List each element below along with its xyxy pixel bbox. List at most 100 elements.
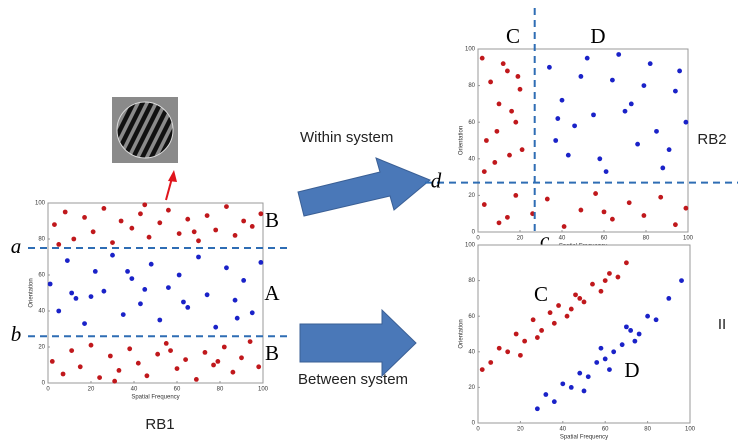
page: {"arrows":["Within system","Between syst… (0, 0, 747, 447)
x-tick-label: 100 (685, 427, 696, 433)
point (679, 278, 684, 283)
point (654, 129, 659, 134)
point (547, 65, 552, 70)
point (505, 215, 510, 220)
x-tick-label: 80 (644, 427, 651, 433)
x-axis-label: Spatial Frequency (560, 435, 608, 441)
point (97, 375, 102, 380)
point (222, 345, 227, 350)
point (599, 289, 604, 294)
point (684, 120, 689, 125)
point (624, 324, 629, 329)
y-tick-label: 40 (468, 156, 475, 162)
point (585, 56, 590, 61)
point (480, 367, 485, 372)
point (102, 289, 107, 294)
point (119, 219, 124, 224)
point (637, 332, 642, 337)
y-tick-label: 0 (472, 230, 476, 236)
x-tick-label: 60 (174, 387, 181, 393)
point (248, 339, 253, 344)
point (211, 363, 216, 368)
x-tick-label: 80 (217, 387, 224, 393)
x-tick-label: 20 (517, 427, 524, 433)
point (110, 253, 115, 258)
point (569, 385, 574, 390)
point (593, 191, 598, 196)
point (565, 314, 570, 319)
point (157, 220, 162, 225)
annotation: C (534, 282, 548, 306)
arrow-label: Within system (300, 129, 393, 146)
between-arrow (300, 310, 416, 376)
point (147, 235, 152, 240)
y-tick-label: 100 (465, 47, 476, 53)
point (660, 166, 665, 171)
annotation: A (264, 281, 280, 305)
point (145, 373, 150, 378)
x-tick-label: 40 (131, 387, 138, 393)
point (632, 339, 637, 344)
annotation: D (624, 358, 639, 382)
point (628, 328, 633, 333)
point (63, 210, 68, 215)
x-tick-label: 80 (643, 236, 650, 242)
point (555, 116, 560, 121)
point (535, 406, 540, 411)
point (112, 379, 117, 384)
point (175, 366, 180, 371)
point (607, 367, 612, 372)
point (562, 224, 567, 229)
x-tick-label: 20 (517, 236, 524, 242)
point (560, 98, 565, 103)
caption: II (718, 316, 726, 333)
point (516, 74, 521, 79)
point (553, 138, 558, 143)
caption: RB1 (145, 416, 174, 433)
line-label: d (431, 168, 442, 192)
point (488, 80, 493, 85)
point (196, 238, 201, 243)
point (102, 206, 107, 211)
point (501, 61, 506, 66)
point (535, 335, 540, 340)
point (620, 342, 625, 347)
point (177, 231, 182, 236)
point (604, 169, 609, 174)
point (142, 202, 147, 207)
caption: RB2 (697, 131, 726, 148)
point (48, 282, 53, 287)
plot-frame (48, 203, 263, 383)
point (591, 112, 596, 117)
y-tick-label: 100 (465, 243, 476, 249)
y-tick-label: 20 (468, 385, 475, 391)
point (531, 317, 536, 322)
point (648, 61, 653, 66)
point (642, 213, 647, 218)
within-arrow (298, 158, 430, 216)
y-tick-label: 60 (38, 273, 45, 279)
point (497, 102, 502, 107)
point (157, 318, 162, 323)
point (586, 374, 591, 379)
y-tick-label: 0 (42, 381, 46, 387)
x-tick-label: 100 (683, 236, 694, 242)
point (673, 222, 678, 227)
point (552, 399, 557, 404)
point (205, 213, 210, 218)
point (56, 309, 61, 314)
point (52, 222, 57, 227)
point (629, 102, 634, 107)
point (582, 300, 587, 305)
point (611, 349, 616, 354)
point (231, 370, 236, 375)
point (136, 361, 141, 366)
point (520, 147, 525, 152)
point (482, 202, 487, 207)
y-tick-label: 80 (38, 237, 45, 243)
point (495, 129, 500, 134)
point (183, 357, 188, 362)
point (185, 305, 190, 310)
y-tick-label: 40 (38, 309, 45, 315)
point (658, 195, 663, 200)
